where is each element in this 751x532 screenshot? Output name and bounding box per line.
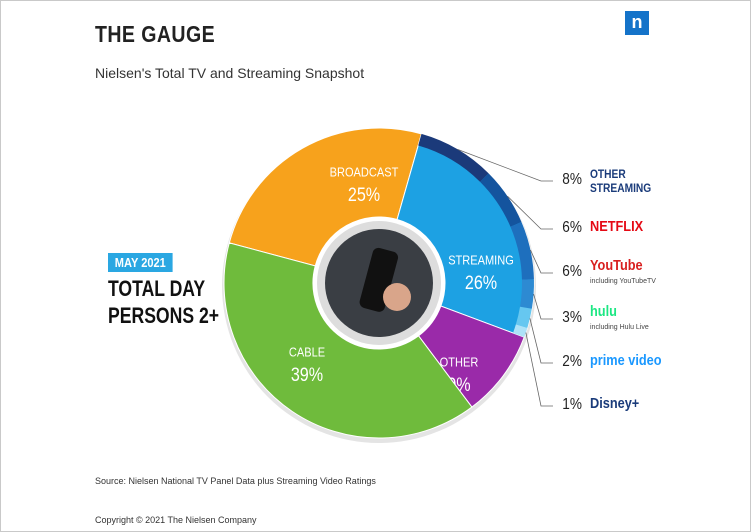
sub-slice — [510, 221, 534, 280]
source: Source: Nielsen National TV Panel Data p… — [95, 476, 376, 486]
breakdown-value: 1% — [562, 396, 582, 413]
sub-slice — [512, 324, 528, 338]
connector — [507, 195, 553, 230]
breakdown-value: 6% — [562, 219, 582, 236]
sub-slice — [515, 306, 532, 328]
breakdown-name: hulu — [590, 303, 617, 320]
slice-value: 39% — [291, 364, 324, 386]
remote — [359, 247, 399, 312]
breakdown-note: including Hulu Live — [590, 324, 649, 331]
breakdown-name: OTHER STREAMING — [590, 167, 652, 195]
hand — [383, 283, 411, 311]
breakdown-name: NETFLIX — [590, 218, 644, 235]
subtitle: Nielsen's Total TV and Streaming Snapsho… — [95, 65, 365, 81]
breakdown-note: including YouTubeTV — [590, 278, 656, 285]
breakdown-value: 2% — [562, 353, 582, 370]
period: MAY 2021 — [108, 253, 173, 272]
slice-value: 25% — [348, 184, 381, 206]
copyright: Copyright © 2021 The Nielsen Company — [95, 515, 257, 525]
connector — [525, 332, 553, 407]
connector — [533, 293, 553, 320]
title: THE GAUGE — [95, 21, 216, 47]
breakdown-value: 3% — [562, 309, 582, 326]
slice-label: BROADCAST — [330, 165, 399, 180]
slice-value: 26% — [465, 272, 498, 294]
breakdown-value: 6% — [562, 263, 582, 280]
sub-slice — [418, 133, 489, 182]
breakdown-name: YouTube — [590, 257, 643, 274]
slice-label: CABLE — [289, 345, 325, 360]
breakdown-name: prime video — [590, 352, 662, 369]
connector — [529, 318, 553, 364]
slice-label: OTHER — [440, 355, 479, 370]
scope: TOTAL DAY — [108, 276, 206, 301]
breakdown-value: 8% — [562, 171, 582, 188]
sub-slice — [480, 173, 522, 227]
connector — [457, 149, 553, 182]
breakdown-name: Disney+ — [590, 395, 640, 412]
slice-label: STREAMING — [448, 253, 514, 268]
sub-slice — [520, 279, 534, 309]
connector — [530, 249, 553, 274]
logo: n — [625, 11, 649, 35]
scope: PERSONS 2+ — [108, 303, 220, 328]
